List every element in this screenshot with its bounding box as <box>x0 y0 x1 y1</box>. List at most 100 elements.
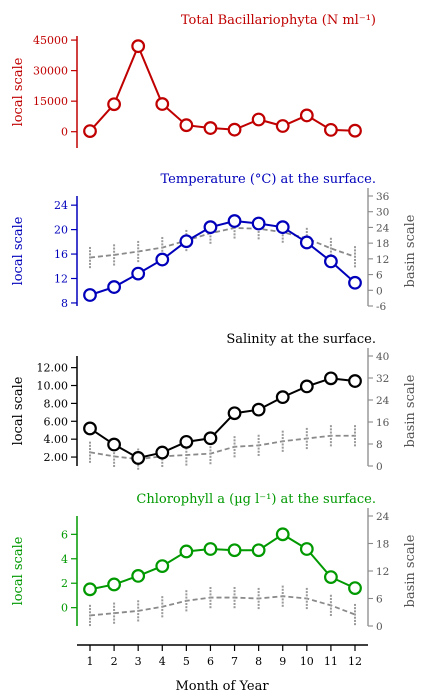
panel-3-point <box>227 406 242 421</box>
panel-3-basin-mark <box>354 431 356 434</box>
panel-4-basin-mark <box>281 604 284 607</box>
panel-3-basin-mark <box>329 441 332 444</box>
panel-4-basin-mark <box>185 596 188 599</box>
panel-4-basin-mark <box>257 591 260 594</box>
panel-4-basin-mark <box>161 596 164 599</box>
panel-2-point <box>275 220 290 235</box>
panel-3-basin-mark <box>89 457 91 460</box>
panel-1-point <box>324 122 338 137</box>
panel-4-basin-mark <box>233 586 236 589</box>
panel-2-basin-mark <box>305 231 308 234</box>
panel-1-point <box>179 118 194 133</box>
panel-2-basin-mark <box>257 230 260 233</box>
panel-3-basin-mark <box>281 443 284 446</box>
panel-3-left-label: local scale <box>11 376 26 445</box>
panel-2-basin-mark <box>113 253 116 256</box>
panel-2-right-tick-label: -6 <box>376 301 387 313</box>
panel-3-basin-mark <box>89 460 91 463</box>
panel-2-basin-mark <box>233 230 236 233</box>
panel-3-right-tick-label: 16 <box>376 417 390 429</box>
panel-4-point <box>179 544 194 559</box>
panel-2-basin-mark <box>354 246 356 249</box>
x-tick-label: 12 <box>348 655 362 668</box>
panel-4-basin-mark <box>161 599 164 602</box>
panel-2-basin-mark <box>89 259 91 262</box>
panel-4-basin-mark <box>161 605 164 608</box>
panel-1-left-label: local scale <box>11 57 26 126</box>
panel-2-basin-mark <box>89 253 91 256</box>
panel-3-point <box>324 371 338 386</box>
panel-1-point <box>203 121 218 135</box>
panel-3-basin-mark <box>161 458 164 461</box>
panel-4-left-tick-label: 4 <box>61 553 68 566</box>
panel-4-basin-mark <box>257 587 260 590</box>
panel-4-basin-mark <box>185 599 188 602</box>
panel-1-left-tick-label: 30000 <box>33 65 68 78</box>
panel-2-basin-mark <box>161 249 164 252</box>
panel-4-left-tick-label: 6 <box>61 528 68 541</box>
panel-1-point <box>107 97 121 112</box>
panel-2-basin-mark <box>329 240 332 243</box>
panel-2-basin-mark <box>354 252 356 255</box>
panel-4-line <box>89 533 356 591</box>
panel-2-right-tick-label: 6 <box>376 270 383 282</box>
panel-4-basin-mark <box>113 605 116 608</box>
panel-2-point <box>83 288 97 302</box>
panel-2-right-tick-label: 36 <box>376 191 390 203</box>
panel-4-basin-mark <box>354 613 356 616</box>
panel-4-basin-mark <box>137 603 140 606</box>
panel-4-basin-mark <box>257 603 260 606</box>
panel-3-title: Salinity at the surface. <box>226 332 376 347</box>
panel-4-basin-mark <box>281 585 284 588</box>
panel-2-basin-mark <box>354 249 356 252</box>
x-tick-label: 9 <box>279 655 286 668</box>
panel-4-basin-mark <box>137 616 140 619</box>
panel-2-left-tick-label: 8 <box>61 297 68 310</box>
panel-1-left-tick-label: 45000 <box>33 34 68 47</box>
panel-1-point <box>348 123 362 138</box>
panel-2-basin-mark <box>137 253 140 256</box>
panel-2-point <box>179 234 194 249</box>
panel-3-left-tick-label: 6.00 <box>44 415 69 428</box>
panel-4-basin-mark <box>281 588 284 591</box>
panel-2-left-tick-label: 24 <box>54 199 68 212</box>
panel-4-basin-mark <box>209 593 212 596</box>
panel-4-right-tick-label: 24 <box>376 511 390 523</box>
panel-2-basin-mark <box>329 247 332 250</box>
panel-4-basin-mark <box>185 593 188 596</box>
panel-3-right-tick-label: 24 <box>376 395 390 407</box>
panel-2-basin-mark <box>233 233 236 236</box>
panel-4-point <box>275 527 290 542</box>
panel-3-point <box>131 451 146 465</box>
panel-4-left-tick-label: 0 <box>61 602 68 615</box>
panel-4-basin-mark <box>89 617 91 620</box>
panel-3-basin-mark <box>257 437 260 440</box>
x-tick-label: 6 <box>207 655 214 668</box>
panel-2-right-tick-label: 18 <box>376 238 389 250</box>
panel-2-basin-mark <box>185 229 188 232</box>
panel-2-point <box>251 216 266 231</box>
panel-2-left-tick-label: 16 <box>54 248 68 261</box>
panel-4-basin-mark <box>257 594 260 597</box>
panel-3-basin-mark <box>209 462 212 465</box>
panel-4-basin-mark <box>113 608 116 611</box>
panel-4-basin-mark <box>89 604 91 607</box>
panel-3-basin-mark <box>305 431 308 434</box>
panel-4-basin-mark <box>113 602 116 605</box>
panel-3-right-tick-label: 8 <box>376 439 383 451</box>
panel-3-basin-mark <box>305 437 308 440</box>
panel-4-basin-mark <box>233 596 236 599</box>
panel-3-basin-mark <box>281 433 284 436</box>
panel-4-basin-mark <box>305 587 308 590</box>
panel-4-basin-mark <box>354 619 356 622</box>
panel-3-basin-mark <box>281 446 284 449</box>
panel-2-basin-mark <box>209 241 212 244</box>
panel-4-basin-mark <box>329 604 332 607</box>
panel-2-basin-mark <box>281 234 284 237</box>
panel-4-point <box>348 581 362 596</box>
panel-4-point <box>251 543 266 558</box>
panel-4-basin-mark <box>281 595 284 598</box>
panel-2-basin-mark <box>113 247 116 250</box>
panel-3-left-tick-label: 10.00 <box>37 380 69 393</box>
panel-3-basin-mark <box>89 454 91 457</box>
